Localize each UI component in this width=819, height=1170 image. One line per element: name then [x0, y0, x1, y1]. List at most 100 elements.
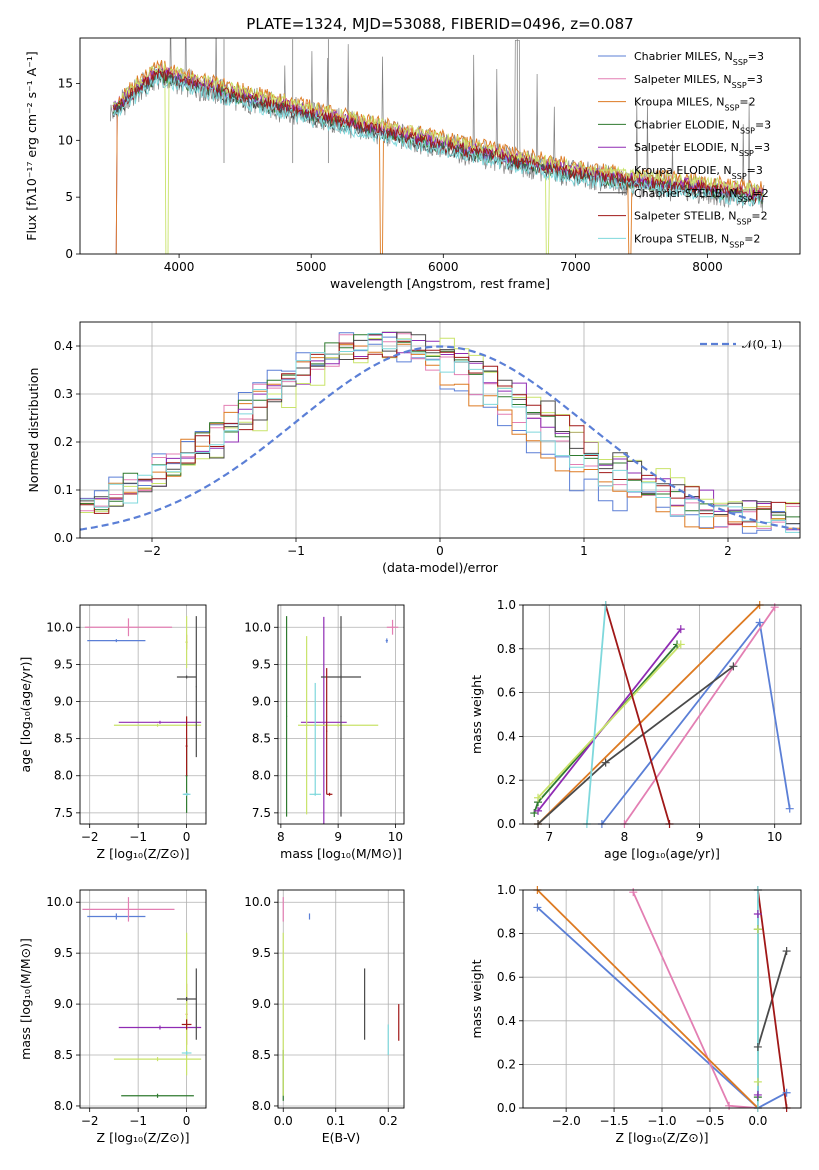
x-axis-label: Z [log₁₀(Z/Z⊙)] [97, 846, 190, 861]
y-tick-label: 8.0 [252, 1099, 271, 1113]
error-bar-point [113, 723, 202, 727]
legend-entry: Kroupa STELIB, NSSP=2 [634, 232, 760, 249]
axes-frame [79, 604, 207, 825]
y-tick-label: 0.0 [497, 817, 516, 831]
x-axis-label: age [log₁₀(age/yr)] [604, 846, 720, 861]
error-bar-point [181, 1019, 192, 1030]
y-tick-label: 0.2 [54, 435, 73, 449]
normal-legend-label: 𝒩(0, 1) [742, 338, 782, 351]
x-axis-label: wavelength [Angstrom, rest frame] [330, 276, 550, 291]
error-bar-point [121, 1093, 194, 1098]
model-spectrum-1 [113, 64, 764, 254]
x-axis-label: (data-model)/error [382, 560, 499, 575]
y-tick-label: 9.0 [54, 695, 73, 709]
panel-mass_vs_Z: −2 −1 0 8.0 8.5 9.0 9.5 10.0 Z [log₁₀(Z/Z⊙)] mass… [18, 889, 207, 1145]
x-tick-label: −2 [143, 544, 161, 558]
error-bar-point [314, 682, 316, 795]
x-tick-label: 0 [183, 1114, 191, 1128]
legend-value: =2 [753, 187, 769, 200]
axes-frame [522, 889, 802, 1109]
y-tick-label: 9.0 [252, 695, 271, 709]
x-tick-label: 4000 [164, 260, 195, 274]
x-tick-label: −2.0 [552, 1114, 581, 1128]
y-tick-label: 8.5 [252, 1048, 271, 1062]
weight-marker [601, 758, 610, 767]
x-tick-label: 0.2 [379, 1114, 398, 1128]
x-tick-label: 9 [334, 830, 342, 844]
legend-subscript: SSP [724, 103, 739, 112]
y-axis-label: mass [log₁₀(M/M⊙)] [18, 938, 33, 1060]
y-axis-label: Flux [fλ10⁻¹⁷ erg cm⁻² s⁻¹ A⁻¹] [24, 51, 39, 240]
weight-marker [530, 809, 539, 818]
y-tick-label: 8.0 [54, 769, 73, 783]
plot-area [533, 605, 791, 824]
y-tick-label: 0.6 [497, 686, 516, 700]
weight-marker [753, 909, 762, 918]
axes-frame [79, 889, 207, 1109]
x-tick-label: −2 [81, 830, 99, 844]
x-tick-label: 8 [621, 830, 629, 844]
x-tick-label: 10 [388, 830, 403, 844]
x-axis-label: Z [log₁₀(Z/Z⊙)] [97, 1130, 190, 1145]
axes-frame [79, 37, 801, 255]
panel-spectrum: 4000 5000 6000 7000 8000 0 5 10 15 wavelength [An… [24, 37, 801, 291]
x-tick-label: 6000 [428, 260, 459, 274]
error-bar-point [84, 618, 173, 637]
legend-subscript: SSP [739, 149, 754, 158]
weight-line-1 [623, 606, 776, 824]
error-bar-point [181, 1050, 192, 1056]
y-tick-label: 10.0 [46, 620, 73, 634]
error-bar-point [87, 913, 146, 920]
plot-area [82, 897, 202, 1098]
weight-marker [725, 1101, 734, 1110]
x-axis-label: Z [log₁₀(Z/Z⊙)] [616, 1130, 709, 1145]
x-tick-label: 10 [767, 830, 782, 844]
x-tick-label: −1 [129, 1114, 147, 1128]
x-axis-label: E(B-V) [322, 1130, 361, 1145]
weight-marker [782, 1088, 791, 1097]
y-tick-label: 0.4 [54, 339, 73, 353]
y-tick-label: 10.0 [244, 620, 271, 634]
weight-marker [629, 888, 638, 897]
error-bar-point [195, 616, 197, 758]
x-tick-label: −1 [287, 544, 305, 558]
legend-entry: Chabrier MILES, NSSP=3 [634, 50, 764, 67]
x-tick-label: 7000 [560, 260, 591, 274]
y-tick-label: 9.0 [252, 997, 271, 1011]
legend-value: =3 [748, 50, 764, 63]
panel-residuals: −2 −1 0 1 2 0.0 0.1 0.2 0.3 0.4 (data-model)/error… [26, 321, 801, 575]
y-axis-label: Normed distribution [26, 368, 41, 493]
plot-area [80, 331, 800, 534]
y-axis-label: mass weight [469, 675, 484, 754]
weight-line-2 [537, 605, 761, 824]
axes-frame [522, 604, 802, 825]
legend-value: =3 [747, 73, 763, 86]
y-tick-label: 9.5 [54, 657, 73, 671]
axes-frame [79, 321, 801, 539]
y-tick-label: 8.0 [252, 769, 271, 783]
x-tick-label: 7 [545, 830, 553, 844]
weight-line-8 [586, 605, 607, 824]
y-tick-label: 9.5 [252, 657, 271, 671]
y-tick-label: 15 [58, 76, 73, 90]
legend-entry: Salpeter STELIB, NSSP=2 [634, 210, 768, 227]
error-bar-point [298, 723, 379, 727]
y-tick-label: 0.8 [497, 927, 516, 941]
weight-marker [533, 903, 542, 912]
legend-entry: Salpeter MILES, NSSP=3 [634, 73, 763, 90]
weight-line-7 [757, 890, 788, 1108]
x-tick-label: −1 [129, 830, 147, 844]
weight-marker [755, 618, 764, 627]
weight-marker [753, 1042, 762, 1051]
x-tick-label: 8000 [692, 260, 723, 274]
y-tick-label: 9.0 [54, 997, 73, 1011]
y-axis-label: age [log₁₀(age/yr)] [18, 657, 33, 773]
panel-weight_vs_age: 7 8 9 10 0.0 0.2 0.4 0.6 0.8 1.0 age [log₁₀(age/yr… [469, 598, 802, 861]
y-tick-label: 0.0 [54, 531, 73, 545]
error-bar-point [82, 897, 175, 922]
legend-value: =2 [751, 210, 767, 223]
model-spectrum-8 [112, 73, 764, 207]
weight-line-7 [604, 605, 671, 824]
x-tick-label: 1 [580, 544, 588, 558]
error-bar-point [118, 1025, 202, 1030]
